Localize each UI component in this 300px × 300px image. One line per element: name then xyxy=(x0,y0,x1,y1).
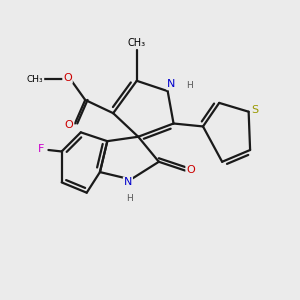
Text: S: S xyxy=(252,105,259,115)
Text: O: O xyxy=(63,73,72,83)
Text: N: N xyxy=(167,79,176,89)
Text: H: H xyxy=(186,81,193,90)
Text: CH₃: CH₃ xyxy=(27,75,44,84)
Text: N: N xyxy=(124,177,132,188)
Text: CH₃: CH₃ xyxy=(128,38,146,47)
Text: F: F xyxy=(38,144,44,154)
Text: O: O xyxy=(186,165,195,175)
Text: O: O xyxy=(65,120,74,130)
Text: H: H xyxy=(126,194,133,203)
